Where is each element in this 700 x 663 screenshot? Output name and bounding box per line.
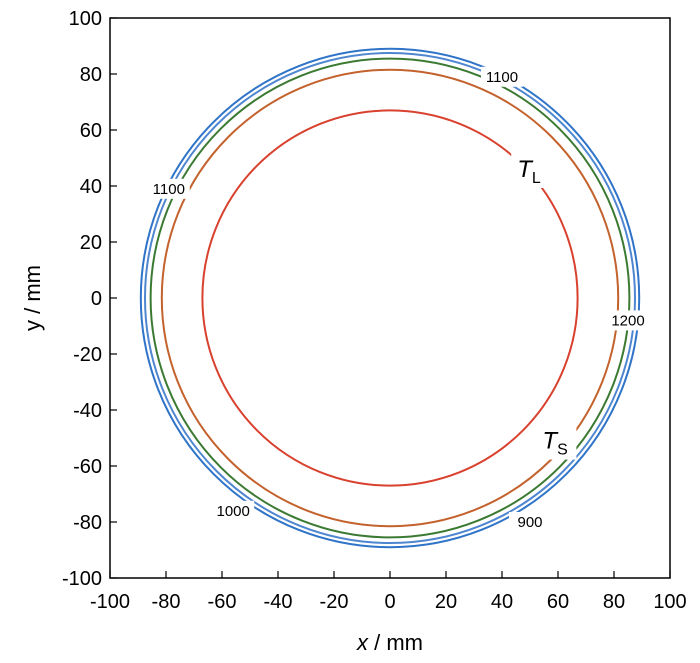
x-tick-label-3: -40 (264, 591, 293, 613)
isotherm-label-0: TL (517, 156, 541, 187)
contour-label-3: 1000 (217, 503, 250, 520)
y-tick-label-9: 80 (80, 64, 102, 86)
y-tick-label-2: -60 (73, 456, 102, 478)
y-tick-label-4: -20 (73, 344, 102, 366)
isotherm-label-bg-1 (536, 423, 577, 460)
contour-line-3 (160, 68, 620, 528)
contour-label-bg-1 (147, 178, 190, 199)
y-tick-label-8: 60 (80, 120, 102, 142)
x-tick-label-6: 20 (435, 591, 457, 613)
contour-label-1: 1100 (153, 181, 185, 198)
contour-line-1 (144, 52, 636, 544)
contour-label-2: 1200 (611, 312, 644, 329)
isotherm-labels: TL TS (511, 152, 577, 460)
y-tick-label-1: -80 (73, 512, 102, 534)
contour-label-bg-3 (212, 500, 255, 521)
x-tick-label-1: -80 (152, 591, 181, 613)
x-axis-label: x / mm (356, 630, 423, 655)
contour-label-4: 900 (517, 514, 542, 531)
contour-line-2 (149, 57, 631, 539)
x-tick-label-5: 0 (384, 591, 395, 613)
x-tick-label-4: -20 (320, 591, 349, 613)
isotherm-label-1: TS (542, 428, 567, 459)
x-ticks: -100 -80 -60 -40 -20 0 20 40 60 80 100 (90, 571, 687, 613)
x-tick-label-2: -60 (208, 591, 237, 613)
x-tick-label-0: -100 (90, 591, 130, 613)
y-tick-label-5: 0 (91, 288, 102, 310)
y-tick-label-0: -100 (62, 568, 102, 590)
plot-border (109, 17, 671, 579)
x-tick-label-7: 40 (491, 591, 513, 613)
y-tick-label-3: -40 (73, 400, 102, 422)
contour-line-0 (139, 47, 641, 549)
contour-label-bg-0 (481, 66, 523, 87)
y-tick-label-10: 100 (69, 8, 102, 30)
contour-label-bg-4 (509, 512, 551, 532)
isotherm-label-bg-0 (511, 152, 552, 188)
x-tick-label-9: 80 (603, 591, 625, 613)
y-axis-label: y / mm (20, 265, 45, 331)
y-tick-label-6: 20 (80, 232, 102, 254)
contour-lines (139, 47, 641, 549)
contour-labels: 1100 1100 1200 1000 900 (147, 66, 649, 532)
x-axis-variable: x (356, 630, 369, 655)
x-tick-label-10: 100 (653, 591, 686, 613)
contour-label-bg-2 (607, 310, 649, 331)
y-tick-label-7: 40 (80, 176, 102, 198)
contour-line-4 (201, 109, 579, 487)
x-tick-label-8: 60 (547, 591, 569, 613)
y-ticks: -100 -80 -60 -40 -20 0 20 40 60 80 100 (62, 8, 117, 590)
x-axis-unit: / mm (368, 630, 423, 655)
plot-frame (109, 17, 671, 579)
contour-label-0: 1100 (486, 69, 518, 86)
